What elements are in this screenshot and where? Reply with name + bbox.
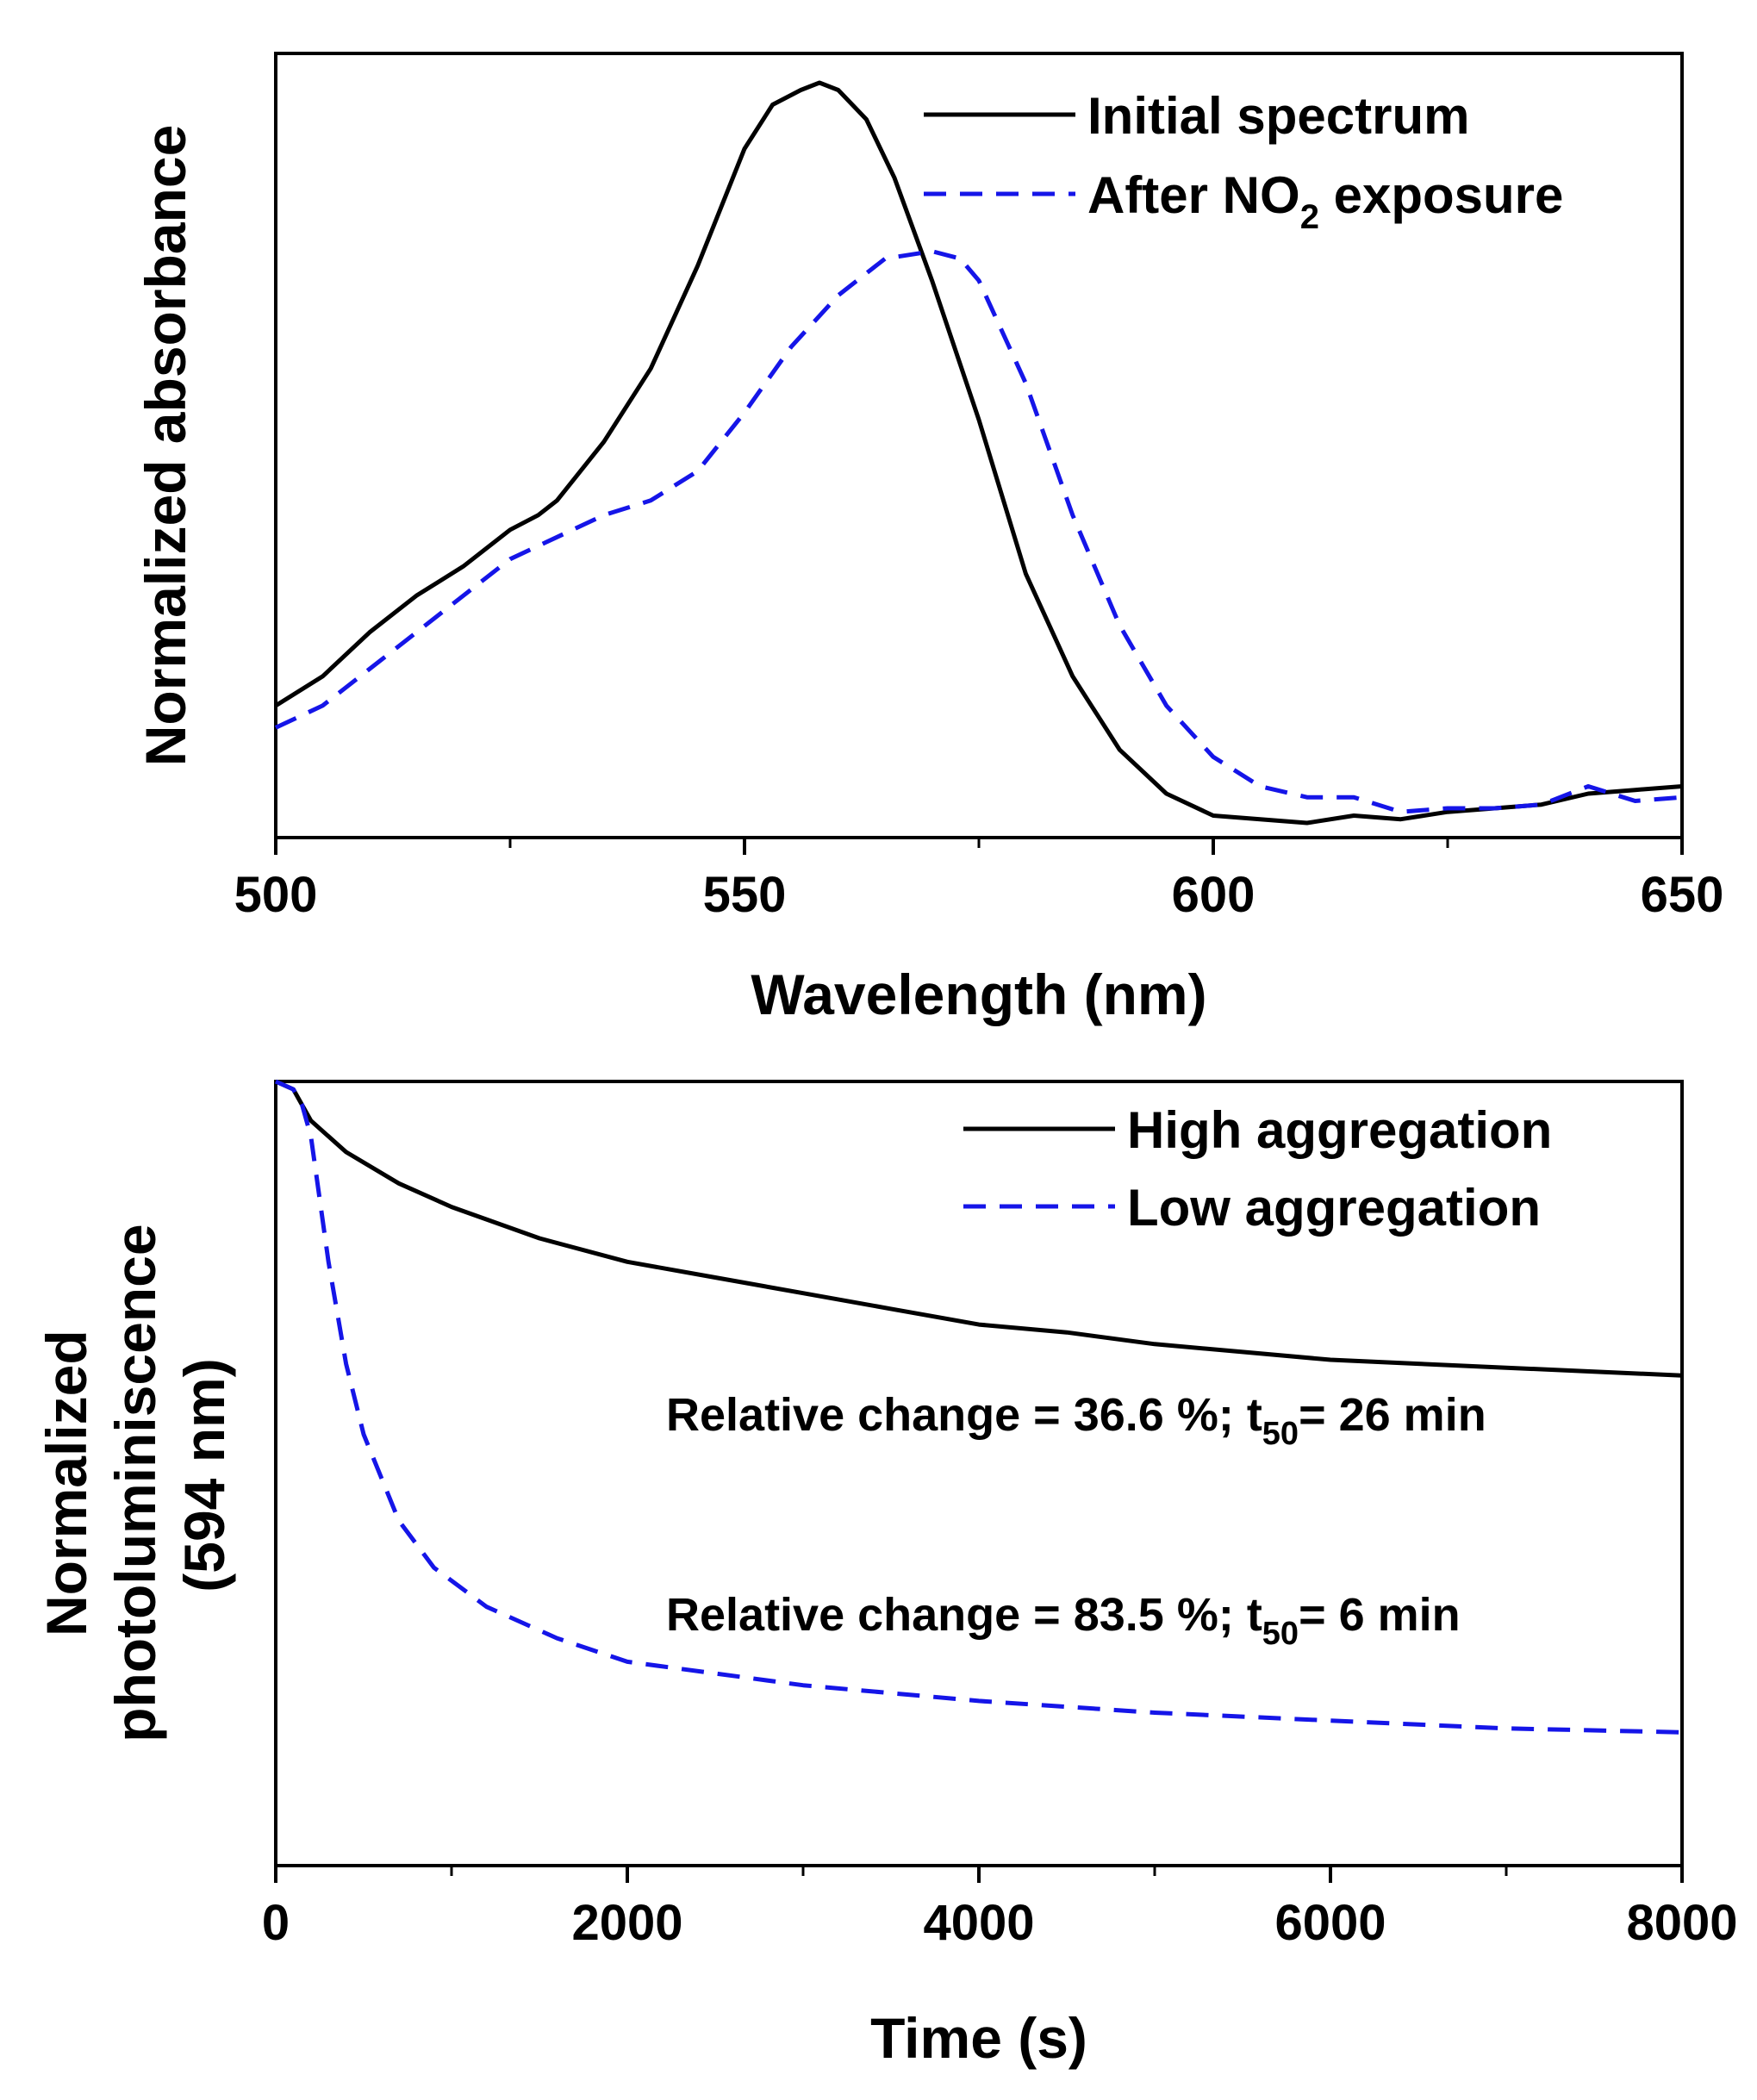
legend-no2-subscript: 2 xyxy=(1300,198,1319,236)
series-line-low-aggregation xyxy=(274,1079,1683,1735)
bottom-tick-label-0: 0 xyxy=(262,1895,290,1951)
annotation-high-subscript: 50 xyxy=(1262,1416,1299,1452)
bottom-y-title-line-1: Normalized xyxy=(34,1330,98,1636)
bottom-x-axis-title: Time (s) xyxy=(870,2006,1087,2070)
bottom-y-title-line-2: photoluminiscence xyxy=(103,1224,167,1742)
annotation-high: Relative change = 36.6 %; t50= 26 min xyxy=(666,1389,1486,1452)
legend-no2-main: After NO xyxy=(1087,166,1300,224)
top-x-ticks: 500 550 600 650 xyxy=(234,838,1724,923)
bottom-y-title-line-3: (594 nm) xyxy=(172,1358,236,1592)
bottom-tick-label-4000: 4000 xyxy=(923,1895,1034,1951)
series-line-initial-spectrum xyxy=(274,80,1683,826)
bottom-series-group xyxy=(274,1079,1683,1735)
bottom-x-ticks: 0 2000 4000 6000 8000 xyxy=(262,1866,1738,1951)
absorbance-panel: 500 550 600 650 Initial spectrum After NO2 … xyxy=(134,52,1724,1026)
legend-no2-suffix: exposure xyxy=(1319,166,1563,224)
series-line-high-aggregation xyxy=(274,1079,1683,1378)
bottom-tick-label-8000: 8000 xyxy=(1626,1895,1737,1951)
top-tick-label-600: 600 xyxy=(1172,867,1255,923)
top-x-axis-title: Wavelength (nm) xyxy=(751,963,1206,1026)
annotation-high-prefix: Relative change = 36.6 %; t xyxy=(666,1389,1262,1441)
bottom-legend: High aggregation Low aggregation xyxy=(963,1101,1552,1237)
series-line-after-no2-exposure xyxy=(274,249,1683,814)
photoluminescence-panel: 0 2000 4000 6000 8000 High aggregation Low a… xyxy=(34,1079,1738,2070)
top-y-axis-title: Normalized absorbance xyxy=(134,125,197,767)
bottom-y-axis-title: Normalized photoluminiscence (594 nm) xyxy=(34,1208,236,1742)
top-tick-label-650: 650 xyxy=(1641,867,1724,923)
top-legend: Initial spectrum After NO2 exposure xyxy=(924,87,1563,236)
top-tick-label-500: 500 xyxy=(234,867,318,923)
legend-label-low: Low aggregation xyxy=(1127,1179,1541,1237)
annotation-low-subscript: 50 xyxy=(1262,1616,1299,1652)
bottom-tick-label-6000: 6000 xyxy=(1274,1895,1386,1951)
annotation-low-prefix: Relative change = 83.5 %; t xyxy=(666,1589,1262,1641)
bottom-tick-label-2000: 2000 xyxy=(571,1895,682,1951)
annotation-low: Relative change = 83.5 %; t50= 6 min xyxy=(666,1589,1461,1652)
legend-label-no2: After NO2 exposure xyxy=(1087,166,1563,236)
top-tick-label-550: 550 xyxy=(703,867,787,923)
legend-label-high: High aggregation xyxy=(1127,1101,1552,1159)
top-series-group xyxy=(274,80,1683,826)
annotation-low-suffix: = 6 min xyxy=(1299,1589,1461,1641)
legend-label-initial: Initial spectrum xyxy=(1087,87,1469,145)
annotation-high-suffix: = 26 min xyxy=(1299,1389,1486,1441)
